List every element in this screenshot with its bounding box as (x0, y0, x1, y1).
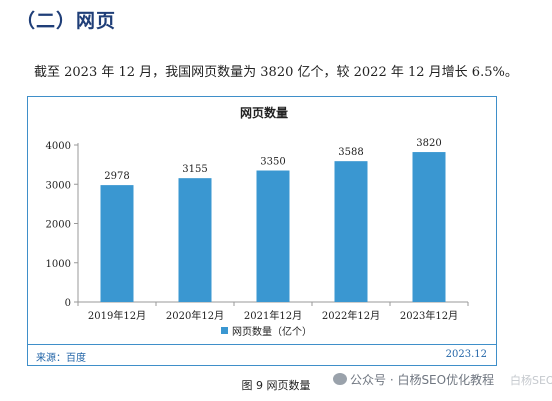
wechat-icon (333, 373, 347, 385)
y-tick-label: 1000 (46, 259, 71, 270)
data-label: 2978 (104, 171, 129, 182)
chart-frame: 网页数量 0 1000 2000 3000 4000 2978 2019年12月 3155 20… (27, 96, 497, 366)
y-tick-label: 3000 (46, 180, 71, 191)
bar (178, 178, 212, 302)
x-tick-label: 2023年12月 (400, 309, 458, 322)
figure-caption: 图 9 网页数量 (241, 379, 311, 392)
intro-text: 截至 2023 年 12 月，我国网页数量为 3820 亿个，较 2022 年 … (34, 65, 518, 80)
legend-label: 网页数量（亿个） (232, 325, 312, 338)
watermark-text: 公众号 · 白杨SEO优化教程 (350, 373, 495, 387)
data-label: 3820 (416, 138, 441, 149)
bar (256, 170, 290, 302)
section-title: （二）网页 (16, 10, 117, 32)
watermark: 公众号 · 白杨SEO优化教程 (333, 371, 494, 388)
data-label: 3350 (260, 157, 285, 168)
x-tick-label: 2022年12月 (322, 309, 380, 322)
y-tick-label: 2000 (46, 220, 71, 231)
legend-swatch (221, 327, 228, 334)
date-label: 2023.12 (445, 349, 487, 360)
source-label: 来源：百度 (36, 353, 86, 364)
y-tick-label: 4000 (46, 141, 71, 152)
data-label: 3588 (338, 147, 363, 158)
bar (100, 185, 134, 302)
bar (412, 152, 446, 302)
chart-title: 网页数量 (240, 105, 288, 120)
bar-chart: 网页数量 0 1000 2000 3000 4000 2978 2019年12月 3155 20… (46, 105, 469, 338)
x-tick-label: 2019年12月 (88, 309, 146, 322)
bar (334, 161, 368, 302)
source-bar: 来源：百度 2023.12 (28, 344, 496, 365)
data-label: 3155 (182, 164, 207, 175)
x-tick-label: 2020年12月 (166, 309, 224, 322)
watermark-logo: 白杨SEO (510, 374, 552, 387)
y-tick-label: 0 (65, 298, 71, 309)
x-tick-label: 2021年12月 (244, 309, 302, 322)
